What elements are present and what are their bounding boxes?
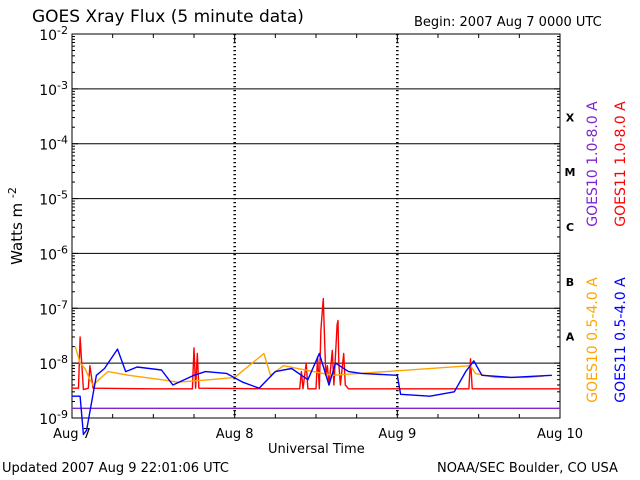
chart-title: GOES Xray Flux (5 minute data): [32, 7, 304, 27]
legend-entry: GOES10 0.5-4.0 A: [585, 277, 601, 403]
updated-timestamp: Updated 2007 Aug 9 22:01:06 UTC: [2, 461, 229, 476]
x-axis-label: Universal Time: [268, 442, 365, 457]
flare-class-x: X: [566, 111, 575, 124]
series-goes11-0-5-4-0-a: [72, 348, 552, 436]
series-goes10-0-5-4-0-a: [74, 346, 544, 386]
flare-class-c: C: [566, 221, 574, 234]
flare-class-m: M: [565, 166, 576, 179]
y-tick-label: 10-9: [39, 408, 68, 428]
y-axis-label: Watts m -2: [6, 187, 26, 265]
y-tick-label: 10-2: [39, 24, 68, 44]
flare-class-a: A: [566, 331, 575, 344]
x-tick-label: Aug 7: [53, 427, 91, 442]
legend-entry: GOES11 0.5-4.0 A: [613, 277, 629, 403]
legend-entry: GOES11 1.0-8.0 A: [613, 101, 629, 227]
flare-class-b: B: [566, 276, 574, 289]
x-tick-label: Aug 8: [216, 427, 254, 442]
y-tick-label: 10-5: [39, 189, 68, 209]
y-tick-label: 10-3: [39, 79, 68, 99]
begin-time: Begin: 2007 Aug 7 0000 UTC: [414, 15, 602, 30]
y-tick-label: 10-6: [39, 243, 68, 263]
x-tick-label: Aug 10: [537, 427, 583, 442]
series-goes11-1-0-8-0-a: [72, 297, 560, 391]
y-tick-label: 10-4: [39, 134, 68, 154]
y-tick-label: 10-8: [39, 353, 68, 373]
y-tick-label: 10-7: [39, 298, 68, 318]
x-tick-label: Aug 9: [378, 427, 416, 442]
legend-entry: GOES10 1.0-8.0 A: [585, 101, 601, 227]
credit-text: NOAA/SEC Boulder, CO USA: [437, 461, 618, 476]
